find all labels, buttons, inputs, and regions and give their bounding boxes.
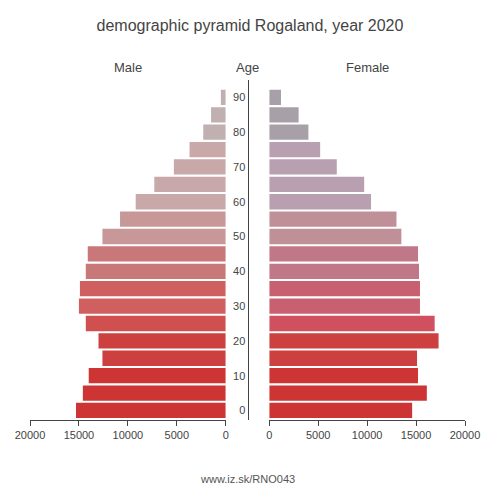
svg-text:20000: 20000 [15,429,46,441]
svg-text:30: 30 [233,300,245,312]
svg-text:0: 0 [239,404,245,416]
svg-text:Female: Female [346,60,389,75]
svg-text:10000: 10000 [113,429,144,441]
svg-text:60: 60 [233,196,245,208]
svg-text:www.iz.sk/RNO043: www.iz.sk/RNO043 [200,473,295,485]
svg-text:20: 20 [233,335,245,347]
svg-text:50: 50 [233,230,245,242]
svg-text:demographic pyramid Rogaland,: demographic pyramid Rogaland, year 2020 [97,17,404,34]
svg-text:Male: Male [114,60,142,75]
svg-text:10: 10 [233,370,245,382]
svg-text:70: 70 [233,161,245,173]
svg-text:5000: 5000 [306,429,330,441]
svg-text:15000: 15000 [64,429,95,441]
svg-text:40: 40 [233,265,245,277]
svg-text:90: 90 [233,91,245,103]
svg-text:5000: 5000 [165,429,189,441]
svg-text:20000: 20000 [450,429,481,441]
svg-text:Age: Age [236,60,259,75]
svg-text:0: 0 [266,429,272,441]
svg-text:80: 80 [233,126,245,138]
svg-text:0: 0 [223,429,229,441]
svg-text:15000: 15000 [401,429,432,441]
svg-text:10000: 10000 [352,429,383,441]
